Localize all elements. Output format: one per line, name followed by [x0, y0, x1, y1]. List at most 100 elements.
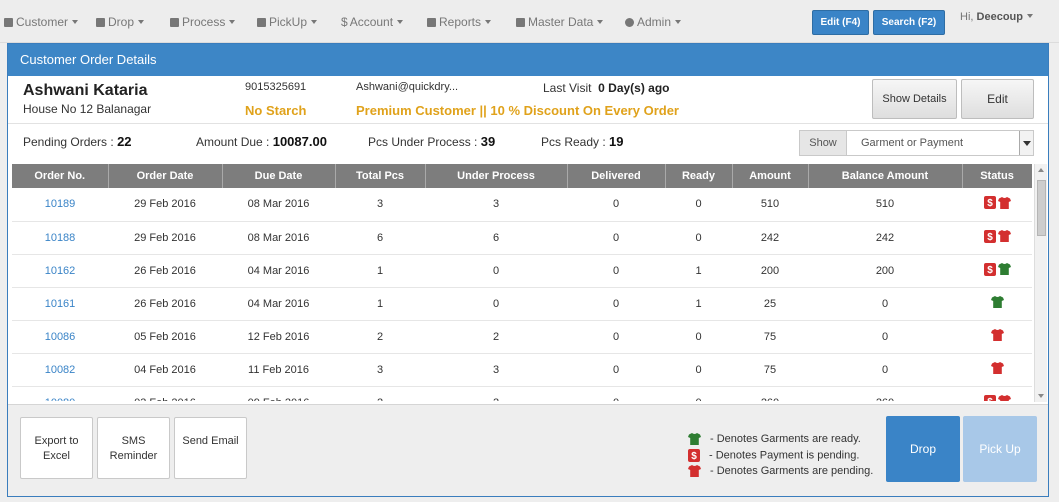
nav-account[interactable]: $ Account — [341, 15, 404, 29]
table-cell: 0 — [567, 353, 665, 387]
svg-text:$: $ — [987, 397, 993, 402]
customer-name: Ashwani Kataria — [23, 82, 148, 99]
sms-reminder-button[interactable]: SMS Reminder — [97, 417, 170, 479]
scroll-down-icon[interactable] — [1038, 394, 1044, 398]
nav-drop[interactable]: Drop — [96, 15, 145, 29]
edit-customer-button[interactable]: Edit — [961, 79, 1034, 119]
table-cell: 0 — [665, 386, 732, 401]
table-cell: 12 Feb 2016 — [222, 320, 335, 354]
table-cell: 26 Feb 2016 — [108, 287, 222, 321]
table-cell: 260 — [732, 386, 808, 401]
customer-order-panel: Customer Order Details Ashwani Kataria H… — [7, 43, 1049, 497]
pickup-button[interactable]: Pick Up — [963, 416, 1037, 482]
svg-text:$: $ — [691, 451, 697, 462]
nav-customer[interactable]: Customer — [4, 15, 79, 29]
table-row[interactable]: 10188 29 Feb 2016 08 Mar 2016 6 6 0 0 242 242 $ — [12, 221, 1032, 255]
status-cell — [962, 353, 1032, 387]
nav-admin[interactable]: Admin — [625, 15, 682, 29]
shirt-red-icon — [997, 230, 1011, 245]
table-cell: 0 — [425, 254, 567, 288]
column-header: Due Date — [222, 164, 336, 188]
customer-email: Ashwani@quickdry... — [356, 81, 459, 93]
top-navbar: Customer Drop Process PickUp $ Account Re… — [0, 0, 1059, 43]
panel-title: Customer Order Details — [8, 44, 1048, 76]
table-cell: 0 — [425, 287, 567, 321]
order-number-link[interactable]: 10161 — [12, 287, 108, 321]
drop-button[interactable]: Drop — [886, 416, 960, 482]
table-cell: 0 — [567, 386, 665, 401]
status-cell: $ — [962, 188, 1032, 222]
table-cell: 04 Feb 2016 — [108, 353, 222, 387]
user-icon — [4, 18, 13, 27]
table-cell: 2 — [425, 320, 567, 354]
order-number-link[interactable]: 10086 — [12, 320, 108, 354]
table-cell: 3 — [335, 353, 425, 387]
dollar-red-icon: $ — [688, 449, 703, 462]
show-filter-label: Show — [799, 130, 847, 156]
order-number-link[interactable]: 10082 — [12, 353, 108, 387]
column-header: Status — [962, 164, 1032, 188]
table-cell: 29 Feb 2016 — [108, 221, 222, 255]
pcs-ready-stat: Pcs Ready : 19 — [541, 134, 624, 149]
table-cell: 75 — [732, 320, 808, 354]
column-header: Balance Amount — [808, 164, 963, 188]
table-cell: 0 — [567, 254, 665, 288]
chevron-down-icon — [597, 20, 604, 24]
table-row[interactable]: 10161 26 Feb 2016 04 Mar 2016 1 0 0 1 25 0 — [12, 287, 1032, 321]
table-row[interactable]: 10189 29 Feb 2016 08 Mar 2016 3 3 0 0 510 510 $ — [12, 188, 1032, 222]
table-cell: 0 — [808, 287, 962, 321]
amount-due-stat: Amount Due : 10087.00 — [196, 134, 327, 149]
shirt-red-icon — [688, 465, 704, 478]
table-cell: 2 — [335, 320, 425, 354]
show-details-button[interactable]: Show Details — [872, 79, 957, 119]
table-scrollbar[interactable] — [1034, 164, 1047, 402]
nav-process[interactable]: Process — [170, 15, 236, 29]
table-cell: 75 — [732, 353, 808, 387]
chevron-down-icon — [1026, 14, 1033, 18]
table-cell: 05 Feb 2016 — [108, 320, 222, 354]
nav-master-data[interactable]: Master Data — [516, 15, 604, 29]
shirt-red-icon — [997, 395, 1011, 401]
table-cell: 04 Mar 2016 — [222, 254, 335, 288]
dollar-red-icon: $ — [983, 196, 996, 212]
shirt-red-icon — [990, 362, 1004, 377]
table-cell: 1 — [335, 287, 425, 321]
search-f2-button[interactable]: Search (F2) — [873, 10, 945, 35]
table-cell: 0 — [567, 320, 665, 354]
table-cell: 6 — [335, 221, 425, 255]
table-cell: 3 — [425, 353, 567, 387]
export-excel-button[interactable]: Export to Excel — [20, 417, 93, 479]
pcs-under-process-stat: Pcs Under Process : 39 — [368, 134, 496, 149]
edit-f4-button[interactable]: Edit (F4) — [812, 10, 869, 35]
table-header-row: Order No. Order Date Due Date Total Pcs Unde… — [12, 164, 1032, 188]
table-cell: 1 — [665, 287, 732, 321]
table-row[interactable]: 1008003 Feb 201609 Feb 20162200260260$ — [12, 386, 1032, 401]
order-number-link[interactable]: 10162 — [12, 254, 108, 288]
send-email-button[interactable]: Send Email — [174, 417, 247, 479]
divider — [8, 123, 1048, 124]
order-number-link[interactable]: 10080 — [12, 386, 108, 401]
scroll-up-icon[interactable] — [1038, 168, 1044, 172]
shirt-red-icon — [990, 329, 1004, 344]
database-icon — [516, 18, 525, 27]
nav-reports[interactable]: Reports — [427, 15, 492, 29]
table-cell: 200 — [808, 254, 962, 288]
order-number-link[interactable]: 10189 — [12, 188, 108, 222]
table-row[interactable]: 10082 04 Feb 2016 11 Feb 2016 3 3 0 0 75 0 — [12, 353, 1032, 387]
status-cell: $ — [962, 254, 1032, 288]
show-filter-select[interactable]: Garment or Payment — [846, 130, 1034, 156]
table-cell: 0 — [665, 320, 732, 354]
table-cell: 0 — [567, 188, 665, 222]
table-row[interactable]: 10162 26 Feb 2016 04 Mar 2016 1 0 0 1 200 200 $ — [12, 254, 1032, 288]
table-cell: 0 — [808, 320, 962, 354]
table-cell: 260 — [808, 386, 962, 401]
nav-pickup[interactable]: PickUp — [257, 15, 318, 29]
order-number-link[interactable]: 10188 — [12, 221, 108, 255]
scrollbar-thumb[interactable] — [1037, 180, 1046, 236]
truck-icon — [257, 18, 266, 27]
table-row[interactable]: 10086 05 Feb 2016 12 Feb 2016 2 2 0 0 75 0 — [12, 320, 1032, 354]
status-cell: $ — [962, 386, 1032, 401]
dollar-red-icon: $ — [983, 262, 996, 279]
user-greeting[interactable]: Hi, Deecoup — [960, 11, 1033, 23]
last-visit: Last Visit 0 Day(s) ago — [543, 81, 670, 95]
